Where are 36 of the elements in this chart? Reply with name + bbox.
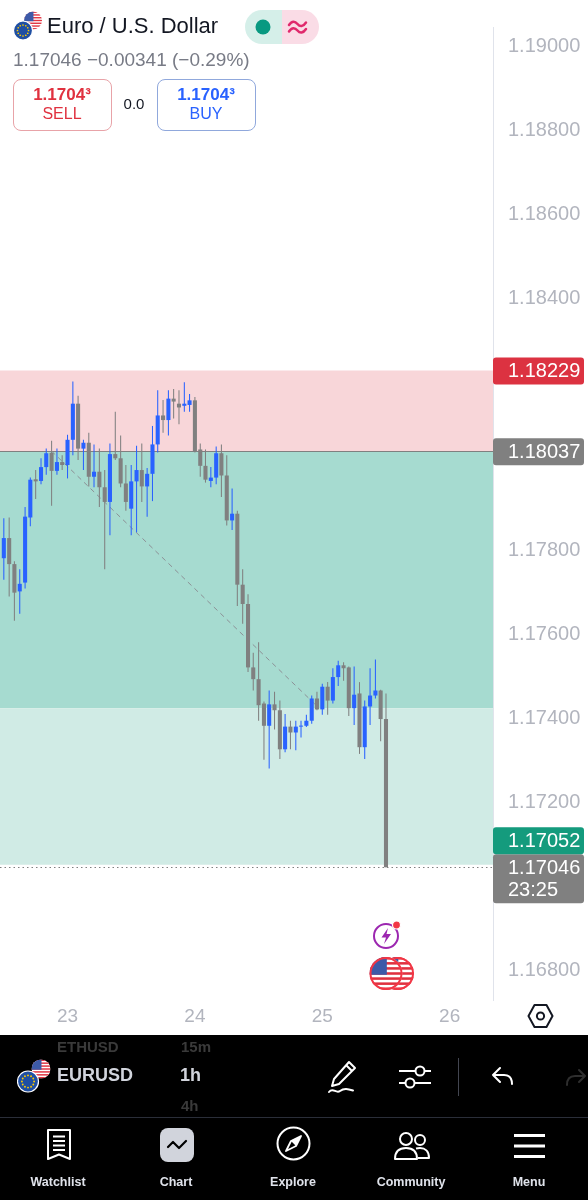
x-tick-label: 26: [439, 1004, 461, 1026]
band-label: 1.17052: [508, 828, 581, 851]
y-tick-label: 1.16800: [508, 958, 581, 981]
annotation: 1.1704³: [33, 84, 91, 105]
text: 23:25: [508, 877, 559, 900]
annotation: BUY: [189, 105, 223, 123]
chart-title: Euro / U.S. Dollar: [47, 12, 219, 39]
candlestick: [91, 444, 97, 488]
x-tick-label: 25: [311, 1004, 333, 1026]
x-tick-label: 24: [184, 1004, 206, 1026]
y-tick-label: 1.18600: [508, 202, 581, 225]
x-tick-label: 23: [56, 1004, 79, 1026]
ref-line-label: 1.17046: [508, 855, 581, 878]
text: 4h: [181, 1096, 199, 1115]
text: EURUSD: [57, 1065, 134, 1086]
text: 1.17046 −0.00341 (−0.29%): [13, 48, 250, 71]
y-tick-label: 1.18800: [508, 118, 581, 141]
ref-line-label: 1.18037: [508, 439, 581, 462]
text: Menu: [512, 1175, 546, 1190]
annotation: SELL: [42, 105, 82, 123]
text: Explore: [270, 1175, 316, 1190]
y-tick-label: 1.18400: [508, 286, 581, 309]
text: 15m: [181, 1037, 212, 1056]
text: Community: [376, 1175, 446, 1190]
text: 1h: [180, 1065, 202, 1086]
annotation: 0.0: [123, 94, 145, 113]
text: ETHUSD: [57, 1037, 119, 1056]
text: Watchlist: [30, 1175, 86, 1190]
annotation: 1.1704³: [177, 84, 235, 105]
text: Chart: [159, 1175, 193, 1190]
y-tick-label: 1.17200: [508, 790, 581, 813]
y-tick-label: 1.19000: [508, 34, 581, 57]
y-tick-label: 1.17400: [508, 706, 581, 729]
band-label: 1.18229: [508, 359, 581, 382]
y-tick-label: 1.17800: [508, 538, 581, 561]
y-tick-label: 1.17600: [508, 622, 581, 645]
